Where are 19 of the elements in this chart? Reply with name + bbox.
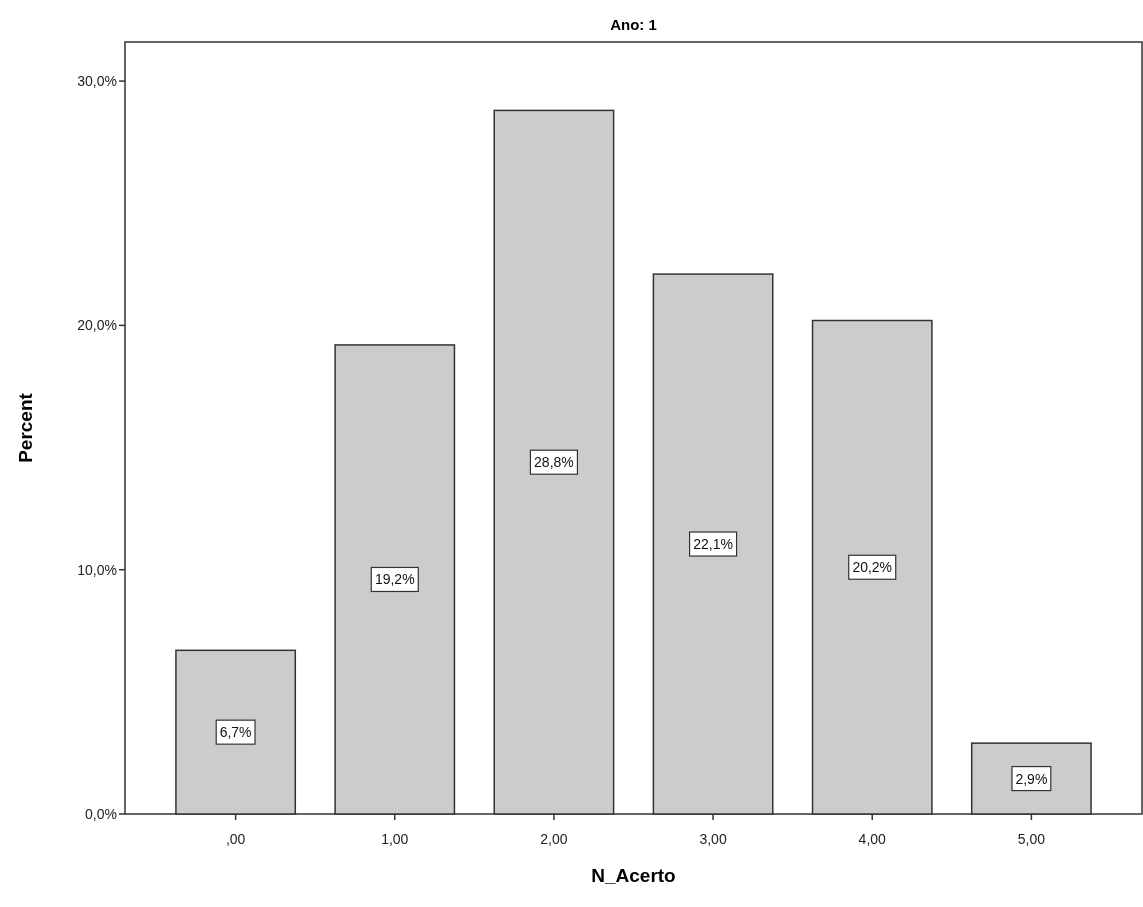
data-label: 6,7% [219,724,252,741]
x-tick-label: ,00 [225,831,246,847]
x-tick-label: 1,00 [381,831,409,847]
y-tick-label: 30,0% [77,73,117,90]
x-tick-label: 2,00 [540,831,568,847]
data-label: 2,9% [1015,770,1048,787]
x-tick-label: 5,00 [1017,831,1046,847]
y-tick-label: 20,0% [77,317,117,334]
y-tick-label: 10,0% [77,561,117,578]
x-tick-label: 4,00 [858,831,887,847]
x-axis-title: N_Acerto [591,865,676,886]
data-label: 19,2% [374,571,415,588]
y-tick-label: 0,0% [85,806,117,822]
data-label: 28,8% [534,454,574,471]
x-tick-label: 3,00 [699,831,727,847]
data-label: 20,2% [852,559,893,576]
y-axis-title: Percent [15,392,36,463]
data-label: 22,1% [693,536,733,553]
chart-title: Ano: 1 [610,16,657,33]
